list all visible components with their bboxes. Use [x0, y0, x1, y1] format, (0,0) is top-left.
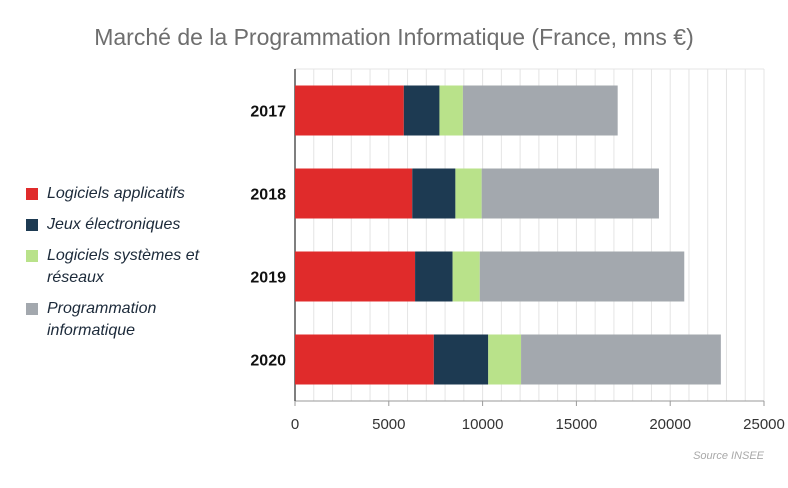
bar-segment [521, 334, 721, 385]
x-tick-label: 15000 [556, 416, 598, 433]
bar-segment [481, 168, 659, 219]
bar-segment [479, 251, 685, 302]
legend-swatch-programmation-informatique [26, 303, 38, 315]
legend-swatch-logiciels-applicatifs [26, 188, 38, 200]
legend-label-programmation-informatique: Programmation informatique [47, 300, 157, 339]
y-category-label: 2020 [250, 353, 286, 370]
bar-segment [452, 251, 480, 302]
x-tick-label: 5000 [372, 416, 405, 433]
legend-item-logiciels-applicatifs: Logiciels applicatifs [26, 183, 231, 205]
source-note: Source INSEE [693, 450, 764, 462]
y-category-label: 2017 [250, 104, 286, 121]
bar-segment [433, 334, 489, 385]
bar-segment [295, 85, 404, 136]
bar-segment [295, 168, 413, 219]
bar-segment [295, 334, 434, 385]
chart-legend: Logiciels applicatifs Jeux électroniques… [26, 183, 231, 351]
x-tick-label: 0 [291, 416, 299, 433]
x-tick-label: 20000 [649, 416, 691, 433]
legend-label-logiciels-systemes: Logiciels systèmes et réseaux [47, 247, 200, 286]
bar-segment [455, 168, 482, 219]
bar-segment [488, 334, 522, 385]
bar-segment [412, 168, 456, 219]
legend-swatch-jeux-electroniques [26, 219, 38, 231]
y-category-label: 2018 [250, 187, 286, 204]
legend-label-jeux-electroniques: Jeux électroniques [47, 216, 181, 233]
y-category-label: 2019 [250, 270, 286, 287]
bar-segment [439, 85, 463, 136]
bar-segment [415, 251, 453, 302]
legend-item-jeux-electroniques: Jeux électroniques [26, 214, 231, 236]
x-tick-label: 25000 [743, 416, 785, 433]
bar-segment [403, 85, 440, 136]
bar-segment [462, 85, 618, 136]
bar-segment [295, 251, 416, 302]
legend-label-logiciels-applicatifs: Logiciels applicatifs [47, 185, 185, 202]
legend-item-programmation-informatique: Programmation informatique [26, 298, 231, 342]
chart-title: Marché de la Programmation Informatique … [94, 24, 694, 50]
legend-swatch-logiciels-systemes [26, 250, 38, 262]
legend-item-logiciels-systemes: Logiciels systèmes et réseaux [26, 245, 231, 289]
x-tick-label: 10000 [462, 416, 504, 433]
